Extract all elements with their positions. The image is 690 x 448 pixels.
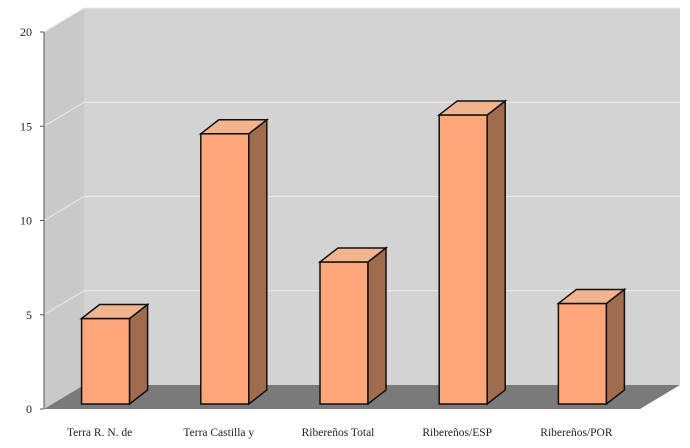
bars xyxy=(79,99,627,406)
gridline-side xyxy=(43,290,85,316)
bar xyxy=(317,246,389,406)
bar xyxy=(556,287,627,406)
bar xyxy=(198,118,269,406)
x-category-label: Ribereños/POR xyxy=(540,427,613,439)
bar-side-face xyxy=(367,246,387,406)
bar xyxy=(437,99,508,406)
x-category-label: Ribereños/ESP xyxy=(422,427,492,439)
gridline-side xyxy=(43,7,85,33)
bar-front-face xyxy=(557,302,608,405)
bar-front-face xyxy=(200,133,250,405)
bar-top-face xyxy=(437,100,508,116)
bar-front-face xyxy=(438,114,488,405)
bar-top-face xyxy=(79,303,150,320)
y-tick-label: 5 xyxy=(26,308,32,322)
bar-side-face xyxy=(605,287,626,406)
category-labels: Terra R. N. de Terra Castilla y Ribereños … xyxy=(67,427,613,439)
y-tick-label: 10 xyxy=(20,214,32,228)
bar-side-face xyxy=(128,302,149,406)
x-category-label: Terra R. N. de xyxy=(67,427,132,439)
y-tick-label: 20 xyxy=(20,25,32,39)
bar-side-face xyxy=(248,118,268,406)
x-category-label: Terra Castilla y xyxy=(183,427,254,439)
gridline-side xyxy=(43,101,85,127)
bar-front-face xyxy=(319,261,369,405)
bar-side-face xyxy=(486,99,506,406)
bar-top-face xyxy=(198,119,269,135)
y-tick-label: 0 xyxy=(26,402,32,416)
bar-top-face xyxy=(556,288,627,305)
y-axis-ticks: 0 5 10 15 20 xyxy=(20,25,44,416)
bar xyxy=(79,302,150,406)
bar-front-face xyxy=(80,317,131,405)
x-category-label: Ribereños Total xyxy=(302,427,375,439)
y-tick-label: 15 xyxy=(20,119,32,133)
bar-top-face xyxy=(317,247,389,263)
gridline-side xyxy=(43,196,85,221)
